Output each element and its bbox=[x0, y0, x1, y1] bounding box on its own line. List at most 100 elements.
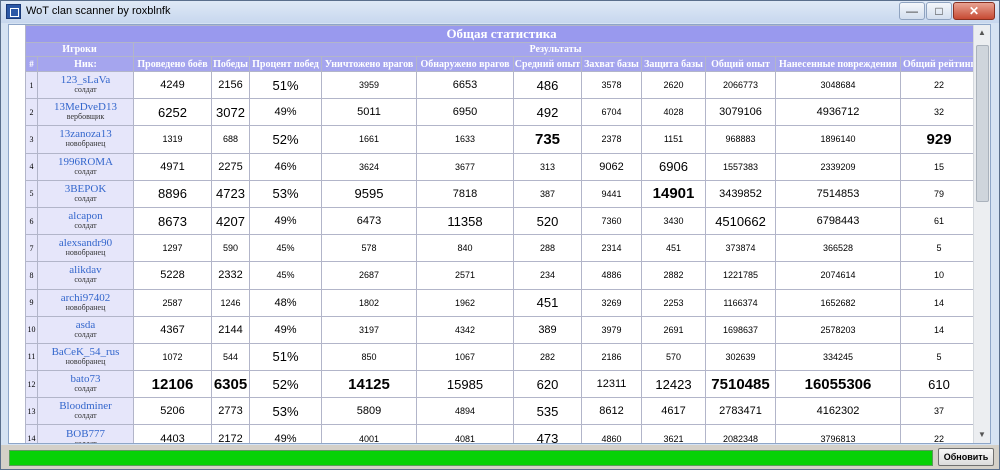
stat-cell: 4886 bbox=[581, 261, 642, 290]
stat-cell: 12311 bbox=[581, 370, 642, 399]
stat-cell: 850 bbox=[321, 342, 417, 372]
player-name-link[interactable]: asda bbox=[75, 318, 96, 331]
stat-cell: 2172 bbox=[211, 424, 250, 443]
stat-cell: 1557383 bbox=[705, 152, 776, 181]
stat-cell: 4342 bbox=[416, 315, 514, 344]
group-header-results: Результаты bbox=[132, 42, 979, 57]
stat-cell: 578 bbox=[321, 234, 417, 263]
stat-cell: 7514853 bbox=[775, 179, 901, 208]
stat-cell: 544 bbox=[211, 342, 250, 372]
stat-cell: 14 bbox=[899, 288, 979, 317]
row-index: 2 bbox=[25, 98, 38, 127]
stat-cell: 3677 bbox=[416, 152, 514, 181]
player-name-link[interactable]: BOB777 bbox=[65, 427, 106, 440]
table-row: 10 asda солдат 4367 2144 49% 3197 4342 389 3979 26… bbox=[25, 315, 979, 344]
stat-cell: 53% bbox=[249, 179, 322, 208]
player-name-link[interactable]: alikdav bbox=[69, 264, 102, 277]
stat-cell: 3197 bbox=[321, 315, 417, 344]
player-name-link[interactable]: alcapon bbox=[68, 210, 103, 223]
player-rank: солдат bbox=[74, 411, 97, 421]
stat-cell: 1319 bbox=[133, 125, 212, 154]
close-button[interactable]: ✕ bbox=[953, 2, 995, 20]
column-header: Защита базы bbox=[641, 56, 706, 72]
status-bar: Обновить bbox=[1, 445, 999, 469]
stat-cell: 2587 bbox=[133, 288, 212, 317]
player-name-link[interactable]: 123_sLaVa bbox=[60, 74, 111, 87]
stat-cell: 11358 bbox=[416, 206, 514, 236]
player-name-link[interactable]: 13zanoza13 bbox=[59, 128, 112, 141]
minimize-button[interactable]: — bbox=[899, 2, 925, 20]
player-rank: солдат bbox=[74, 329, 97, 339]
stat-cell: 2156 bbox=[211, 70, 250, 100]
player-rank: солдат bbox=[74, 85, 97, 95]
stat-cell: 2066773 bbox=[705, 70, 776, 100]
player-cell: Bloodminer солдат bbox=[37, 397, 134, 426]
row-index: 11 bbox=[25, 342, 38, 372]
stat-cell: 4936712 bbox=[775, 98, 901, 127]
player-name-link[interactable]: alexsandr90 bbox=[58, 237, 113, 250]
stat-cell: 7510485 bbox=[705, 370, 776, 399]
stat-cell: 1151 bbox=[641, 125, 706, 154]
player-name-link[interactable]: 13MeDveD13 bbox=[54, 101, 117, 114]
player-name-link[interactable]: BaCeK_54_rus bbox=[51, 345, 120, 358]
stat-cell: 282 bbox=[513, 342, 582, 372]
stat-cell: 2186 bbox=[581, 342, 642, 372]
refresh-button[interactable]: Обновить bbox=[938, 448, 994, 466]
stat-cell: 5 bbox=[899, 342, 979, 372]
maximize-button[interactable]: □ bbox=[926, 2, 952, 20]
stat-cell: 53% bbox=[249, 397, 322, 426]
stat-cell: 10 bbox=[899, 261, 979, 290]
stat-cell: 48% bbox=[249, 288, 322, 317]
stat-cell: 3072 bbox=[211, 98, 250, 127]
stat-cell: 5809 bbox=[321, 397, 417, 426]
table-row: 2 13MeDveD13 вербовщик 6252 3072 49% 5011 6950 4… bbox=[25, 98, 979, 127]
player-cell: asda солдат bbox=[37, 315, 134, 344]
stat-cell: 9595 bbox=[321, 179, 417, 208]
row-index: 10 bbox=[25, 315, 38, 344]
stat-cell: 373874 bbox=[705, 234, 776, 263]
row-index: 3 bbox=[25, 125, 38, 154]
stat-cell: 4367 bbox=[133, 315, 212, 344]
row-index: 7 bbox=[25, 234, 38, 263]
stat-cell: 4162302 bbox=[775, 397, 901, 426]
stat-cell: 535 bbox=[513, 397, 582, 426]
player-name-link[interactable]: 1996ROMA bbox=[57, 155, 113, 168]
stat-cell: 234 bbox=[513, 261, 582, 290]
player-cell: 3BEPOK солдат bbox=[37, 179, 134, 208]
player-cell: 1996ROMA солдат bbox=[37, 152, 134, 181]
column-header: Уничтожено врагов bbox=[321, 56, 417, 72]
stat-cell: 389 bbox=[513, 315, 582, 344]
stat-cell: 1166374 bbox=[705, 288, 776, 317]
scroll-down-arrow-icon[interactable]: ▼ bbox=[978, 430, 986, 439]
stat-cell: 968883 bbox=[705, 125, 776, 154]
table-row: 14 BOB777 солдат 4403 2172 49% 4001 4081 473 4860… bbox=[25, 424, 979, 443]
stat-cell: 1802 bbox=[321, 288, 417, 317]
player-name-link[interactable]: bato73 bbox=[70, 373, 101, 386]
player-rank: солдат bbox=[74, 221, 97, 231]
column-header: Общий опыт bbox=[705, 56, 776, 72]
stat-cell: 45% bbox=[249, 234, 322, 263]
stat-cell: 9441 bbox=[581, 179, 642, 208]
stat-cell: 4403 bbox=[133, 424, 212, 443]
stat-cell: 6252 bbox=[133, 98, 212, 127]
scroll-thumb[interactable] bbox=[976, 45, 989, 202]
stat-cell: 4028 bbox=[641, 98, 706, 127]
column-header: Процент побед bbox=[249, 56, 322, 72]
stat-cell: 7360 bbox=[581, 206, 642, 236]
stat-cell: 3439852 bbox=[705, 179, 776, 208]
player-name-link[interactable]: 3BEPOK bbox=[64, 182, 107, 195]
row-index: 8 bbox=[25, 261, 38, 290]
player-name-link[interactable]: archi97402 bbox=[60, 291, 111, 304]
player-name-link[interactable]: Bloodminer bbox=[59, 400, 112, 413]
stat-cell: 590 bbox=[211, 234, 250, 263]
stat-cell: 2571 bbox=[416, 261, 514, 290]
stat-cell: 1246 bbox=[211, 288, 250, 317]
vertical-scrollbar[interactable]: ▲ ▼ bbox=[973, 25, 990, 443]
table-title: Общая статистика bbox=[24, 25, 979, 43]
player-rank: новобранец bbox=[65, 356, 106, 366]
scroll-up-arrow-icon[interactable]: ▲ bbox=[978, 28, 986, 37]
title-bar[interactable]: WoT clan scanner by roxblnfk — □ ✕ bbox=[1, 1, 999, 23]
player-cell: 13MeDveD13 вербовщик bbox=[37, 98, 134, 127]
stat-cell: 9062 bbox=[581, 152, 642, 181]
